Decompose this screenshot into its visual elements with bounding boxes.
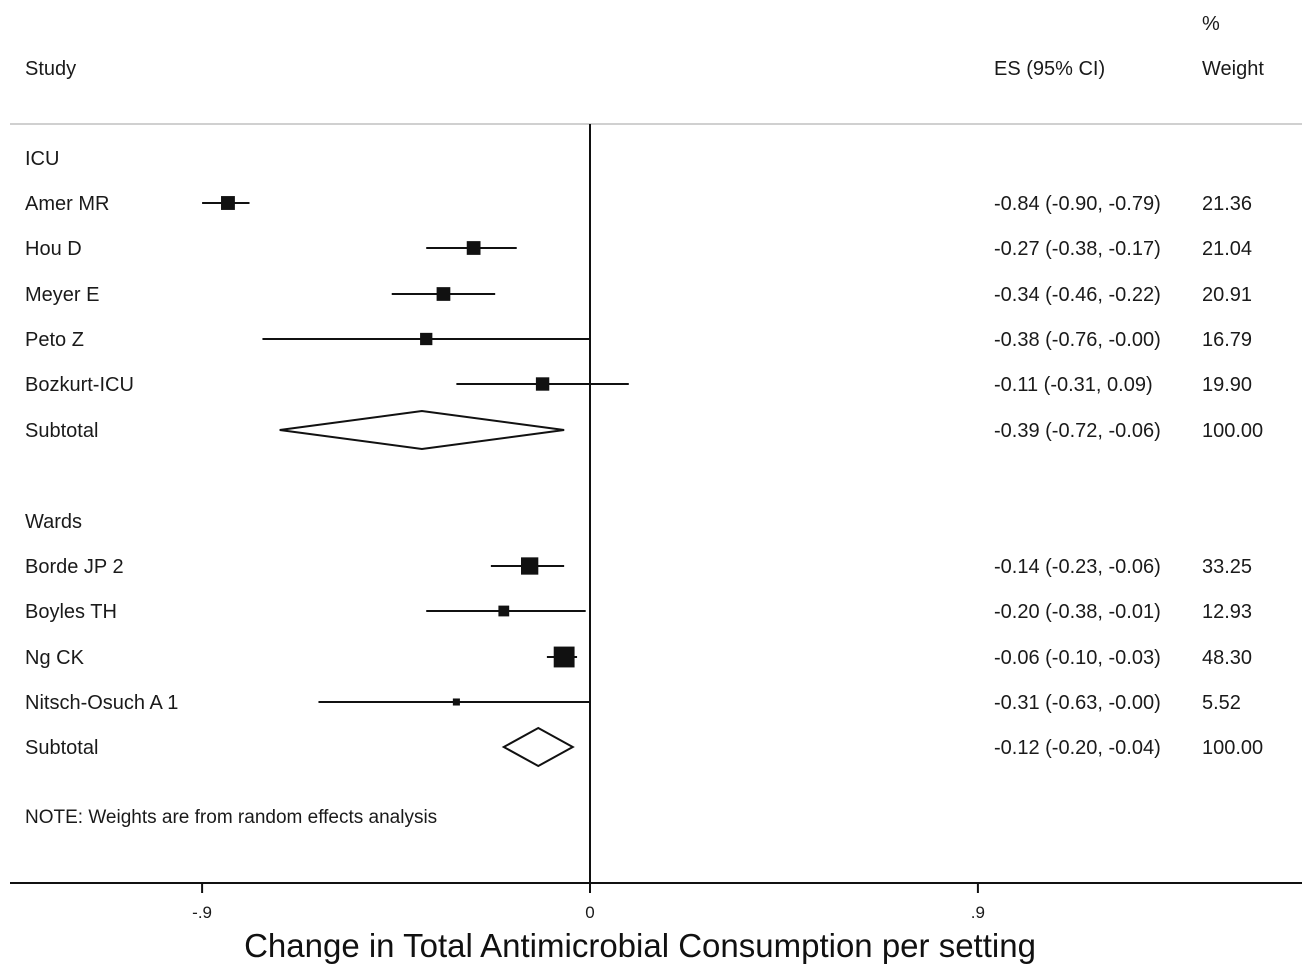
effect-marker [466, 241, 481, 255]
weight-value: 48.30 [1202, 647, 1252, 669]
effect-marker [535, 377, 550, 391]
weight-value: 100.00 [1202, 737, 1263, 759]
header-study: Study [25, 58, 76, 80]
weight-value: 12.93 [1202, 601, 1252, 623]
x-tick-label: 0 [585, 903, 594, 922]
subtotal-label: Subtotal [25, 420, 98, 442]
forest-rows: ICU Amer MR -0.84 (-0.90, -0.79) 21.36 Hou D… [25, 124, 1263, 883]
study-label: Amer MR [25, 193, 109, 215]
subtotal-label: Subtotal [25, 737, 98, 759]
es-ci-value: -0.39 (-0.72, -0.06) [994, 420, 1161, 442]
x-tick-label: .9 [971, 903, 985, 922]
subtotal-diamond [279, 409, 565, 451]
weight-value: 16.79 [1202, 329, 1252, 351]
x-tick-label: -.9 [192, 903, 212, 922]
es-ci-value: -0.27 (-0.38, -0.17) [994, 238, 1161, 260]
weight-value: 19.90 [1202, 374, 1252, 396]
header-es: ES (95% CI) [994, 58, 1105, 80]
es-ci-value: -0.20 (-0.38, -0.01) [994, 601, 1161, 623]
es-ci-value: -0.84 (-0.90, -0.79) [994, 193, 1161, 215]
group-label: ICU [25, 148, 59, 170]
effect-marker [498, 605, 510, 617]
study-label: Bozkurt-ICU [25, 374, 134, 396]
group-label: Wards [25, 511, 82, 533]
es-ci-value: -0.06 (-0.10, -0.03) [994, 647, 1161, 669]
weight-value: 33.25 [1202, 556, 1252, 578]
subtotal-diamond [501, 726, 575, 768]
note-text: NOTE: Weights are from random effects an… [25, 807, 437, 828]
study-label: Hou D [25, 238, 82, 260]
effect-marker [521, 557, 539, 575]
effect-marker [452, 698, 460, 706]
header-percent: % [1202, 13, 1220, 35]
weight-value: 20.91 [1202, 284, 1252, 306]
effect-marker [221, 196, 235, 210]
study-label: Peto Z [25, 329, 84, 351]
study-label: Ng CK [25, 647, 85, 669]
es-ci-value: -0.31 (-0.63, -0.00) [994, 692, 1161, 714]
effect-marker [420, 332, 433, 346]
es-ci-value: -0.11 (-0.31, 0.09) [994, 374, 1153, 396]
effect-marker [436, 287, 451, 301]
study-label: Meyer E [25, 284, 99, 306]
weight-value: 21.36 [1202, 193, 1252, 215]
header-weight: Weight [1202, 58, 1264, 80]
x-axis-ticks: -.9 0 .9 [192, 883, 985, 922]
es-ci-value: -0.12 (-0.20, -0.04) [994, 737, 1161, 759]
study-label: Borde JP 2 [25, 556, 124, 578]
x-axis-title: Change in Total Antimicrobial Consumptio… [244, 927, 1036, 964]
study-label: Boyles TH [25, 601, 117, 623]
weight-value: 100.00 [1202, 420, 1263, 442]
es-ci-value: -0.14 (-0.23, -0.06) [994, 556, 1161, 578]
weight-value: 21.04 [1202, 238, 1252, 260]
es-ci-value: -0.38 (-0.76, -0.00) [994, 329, 1161, 351]
study-label: Nitsch-Osuch A 1 [25, 692, 178, 714]
effect-marker [553, 646, 575, 668]
weight-value: 5.52 [1202, 692, 1241, 714]
es-ci-value: -0.34 (-0.46, -0.22) [994, 284, 1161, 306]
